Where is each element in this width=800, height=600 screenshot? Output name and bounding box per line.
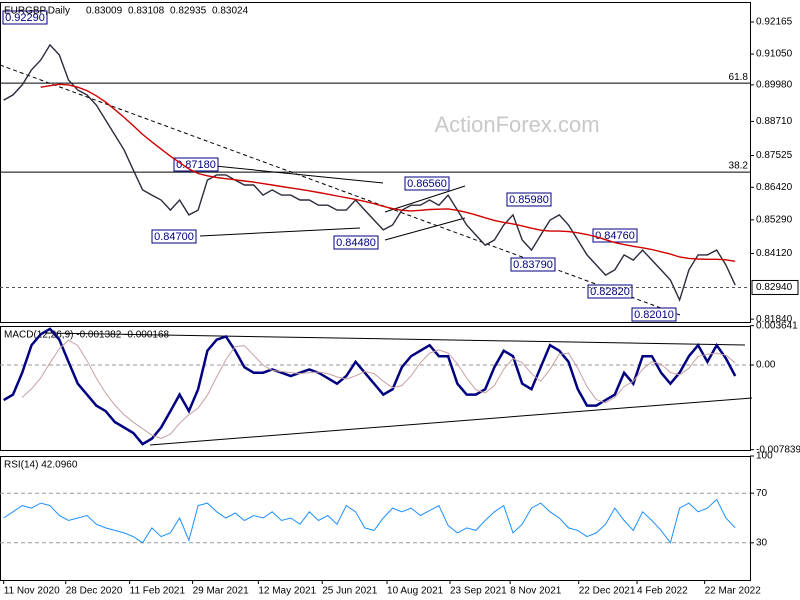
annotation-box: [587, 284, 633, 299]
trend-line: [149, 397, 753, 446]
price-annotation: 0.82010: [631, 307, 677, 322]
y-tick-label: 0.87525: [756, 150, 793, 161]
y-tick-label: 0.92165: [756, 17, 793, 28]
x-tick-label: 10 Aug 2021: [387, 586, 444, 597]
x-tick-label: 22 Mar 2022: [705, 586, 762, 597]
price-annotation: 0.92290: [2, 10, 48, 25]
x-tick-label: 28 Dec 2020: [66, 586, 123, 597]
ohlc-value: 0.83009: [86, 6, 123, 17]
panel-title: MACD(12,26,9) -0.001382 -0.000168: [4, 330, 170, 341]
x-tick-label: 12 May 2021: [258, 586, 316, 597]
x-tick-label: 22 Dec 2021: [579, 586, 636, 597]
annotation-label: 0.92290: [5, 12, 45, 24]
annotation-box: [333, 235, 379, 250]
annotation-label: 0.83790: [513, 259, 553, 271]
last-price-box: [751, 279, 799, 295]
price-annotation: 0.83790: [510, 257, 556, 272]
annotation-label: 0.82010: [634, 309, 674, 321]
y-tick-label: 0.81840: [756, 314, 793, 325]
y-tick-label: 0.84120: [756, 248, 793, 259]
x-tick-label: 29 Mar 2021: [193, 586, 250, 597]
trend-line: [204, 164, 384, 184]
annotation-box: [631, 307, 677, 322]
series-line: [21, 339, 736, 439]
y-tick-label: 0.89980: [756, 80, 793, 91]
trend-line: [384, 185, 466, 213]
x-tick-label: 11 Feb 2021: [130, 586, 186, 597]
annotation-box: [510, 257, 556, 272]
trend-line: [0, 64, 681, 316]
y-tick-label: 0.86420: [756, 182, 793, 193]
ohlc-value: 0.83024: [212, 6, 249, 17]
y-tick-label: 100: [756, 451, 773, 462]
trend-lines: [0, 64, 753, 446]
panel-title: RSI(14) 42.0960: [4, 460, 78, 471]
trend-line: [44, 332, 746, 346]
price-annotation: 0.82820: [587, 284, 633, 299]
ohlc-value: 0.83108: [128, 6, 165, 17]
y-tick-label: 0.00: [756, 360, 776, 371]
y-tick-label: 0.003641: [756, 320, 798, 331]
series-line: [3, 498, 736, 544]
annotation-label: 0.84700: [154, 231, 194, 243]
watermark: ActionForex.com: [434, 112, 599, 137]
annotation-label: 0.84480: [336, 237, 376, 249]
x-tick-label: 11 Nov 2020: [4, 586, 60, 597]
price-annotation: 0.87180: [173, 157, 219, 172]
x-tick-label: 8 Nov 2021: [510, 586, 562, 597]
y-tick-label: -0.007839: [756, 444, 800, 455]
annotation-label: 0.82820: [590, 286, 630, 298]
x-tick-label: 25 Jun 2021: [322, 586, 377, 597]
last-price-label: 0.82940: [756, 282, 793, 293]
series-line: [40, 83, 736, 262]
y-tick-label: 0.91050: [756, 49, 793, 60]
y-tick-label: 70: [756, 488, 768, 499]
x-tick-label: 23 Sep 2021: [450, 586, 507, 597]
annotation-box: [2, 10, 48, 25]
annotation-label: 0.87180: [176, 159, 216, 171]
ohlc-value: 0.82935: [170, 6, 207, 17]
series-line: [3, 327, 737, 446]
price-annotation: 0.86560: [404, 176, 450, 191]
annotation-label: 0.86560: [407, 178, 447, 190]
annotation-box: [151, 229, 197, 244]
annotation-box: [404, 176, 450, 191]
series-line: [3, 43, 736, 303]
price-annotation: 0.84700: [151, 229, 197, 244]
level-label: 61.8: [729, 72, 749, 83]
trend-line: [199, 227, 361, 237]
annotation-label: 0.85980: [509, 194, 549, 206]
price-annotation: 0.84760: [592, 228, 638, 243]
level-label: 38.2: [729, 161, 749, 172]
trend-line: [384, 217, 466, 241]
annotation-box: [506, 192, 552, 207]
y-tick-label: 0.88710: [756, 116, 793, 127]
price-annotation: 0.85980: [506, 192, 552, 207]
annotation-label: 0.84760: [595, 230, 635, 242]
y-tick-label: 0.85290: [756, 214, 793, 225]
y-tick-label: 30: [756, 537, 768, 548]
panel-title: EURGBP,Daily: [4, 6, 70, 17]
price-annotation: 0.84480: [333, 235, 379, 250]
annotation-box: [173, 157, 219, 172]
x-tick-label: 4 Feb 2022: [637, 586, 688, 597]
